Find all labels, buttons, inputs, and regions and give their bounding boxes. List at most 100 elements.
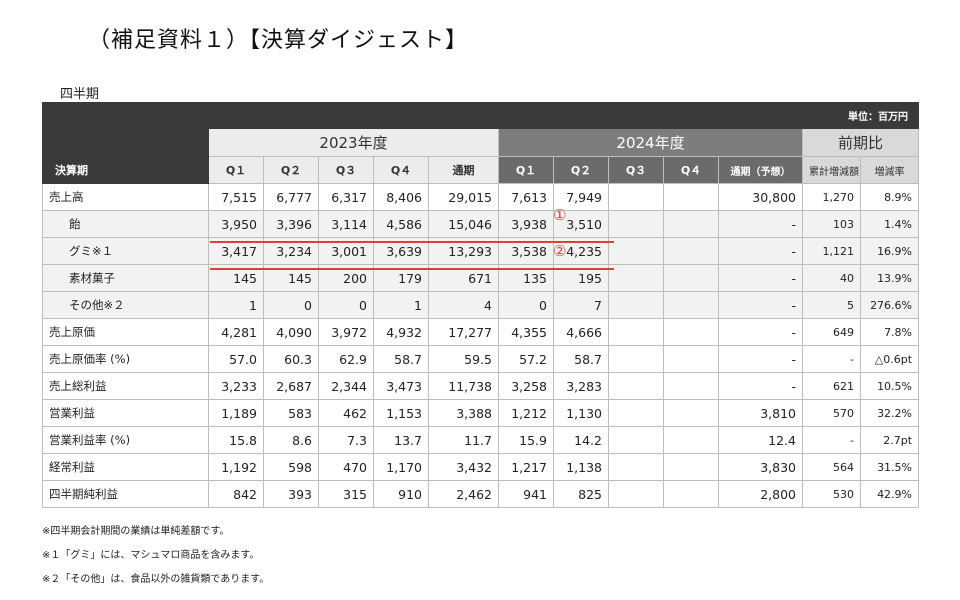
table-cell: 842 — [208, 480, 264, 508]
table-cell: 11,738 — [428, 372, 499, 400]
table-cell: 7 — [553, 291, 609, 319]
table-cell — [663, 399, 719, 427]
table-cell — [608, 345, 664, 373]
table-cell — [663, 453, 719, 481]
row-label: 営業利益率 (%) — [42, 426, 209, 454]
table-cell: 4,932 — [373, 318, 429, 346]
table-cell: 276.6% — [859, 291, 920, 319]
table-cell: 57.0 — [208, 345, 264, 373]
table-cell: 1,130 — [553, 399, 609, 427]
table-cell: 2,687 — [263, 372, 319, 400]
table-cell: 58.7 — [553, 345, 609, 373]
period-header: 決算期 — [42, 156, 209, 184]
table-cell: 15.8 — [208, 426, 264, 454]
table-cell: 7.8% — [859, 318, 920, 346]
table-cell — [663, 210, 719, 238]
table-cell — [608, 426, 664, 454]
table-cell: 58.7 — [373, 345, 429, 373]
table-cell: 60.3 — [263, 345, 319, 373]
table-row: 経常利益 1,192 598 470 1,170 3,432 1,217 1,138 3,830… — [42, 453, 920, 481]
table-cell: 470 — [318, 453, 374, 481]
row-label: 売上総利益 — [42, 372, 209, 400]
table-row: 四半期純利益 842 393 315 910 2,462 941 825 2,800 530 42.… — [42, 480, 920, 508]
table-cell — [663, 318, 719, 346]
table-cell: 29,015 — [428, 183, 499, 211]
table-cell: 393 — [263, 480, 319, 508]
table-cell: 59.5 — [428, 345, 499, 373]
table-row: 売上高 7,515 6,777 6,317 8,406 29,015 7,613 7,949 3… — [42, 183, 920, 211]
table-cell: 31.5% — [859, 453, 920, 481]
table-row: 営業利益率 (%) 15.8 8.6 7.3 13.7 11.7 15.9 14.2 12.4-… — [42, 426, 920, 454]
table-cell: 12.4 — [718, 426, 803, 454]
year-row: 2023年度 2024年度 前期比 — [42, 128, 920, 157]
table-cell: 1 — [373, 291, 429, 319]
table-cell — [608, 453, 664, 481]
annotation-mark-1: ① — [553, 206, 567, 224]
table-cell — [608, 480, 664, 508]
year-blank-cell — [42, 128, 209, 157]
table-cell: 62.9 — [318, 345, 374, 373]
table-cell: 910 — [373, 480, 429, 508]
table-cell: 3,233 — [208, 372, 264, 400]
table-row: 売上原価 4,281 4,090 3,972 4,932 17,277 4,355 4,666… — [42, 318, 920, 346]
table-cell: 530 — [802, 480, 861, 508]
column-header: 累計増減額 — [802, 156, 861, 184]
table-cell: 15.9 — [498, 426, 554, 454]
table-cell — [663, 183, 719, 211]
unit-label: 単位：百万円 — [41, 102, 920, 129]
table-cell — [608, 237, 664, 265]
table-cell: 2.7pt — [859, 426, 920, 454]
annotation-mark-2: ② — [553, 242, 567, 260]
results-table-wrapper: 単位：百万円 2023年度 2024年度 前期比 決算期 Q１ Q２ Q３ Q４ 通期 Q… — [41, 102, 920, 508]
table-cell: 825 — [553, 480, 609, 508]
column-header: 通期（予想） — [718, 156, 803, 184]
table-cell: - — [802, 426, 861, 454]
table-cell: 4,355 — [498, 318, 554, 346]
table-cell: 7,515 — [208, 183, 264, 211]
table-cell: 3,473 — [373, 372, 429, 400]
table-cell — [608, 399, 664, 427]
table-cell — [608, 291, 664, 319]
column-header: Q２ — [553, 156, 609, 184]
row-label: 素材菓子 — [42, 264, 209, 292]
year-2023-header: 2023年度 — [208, 128, 499, 157]
table-cell: 3,283 — [553, 372, 609, 400]
table-cell: 3,432 — [428, 453, 499, 481]
table-cell: 1,270 — [802, 183, 861, 211]
footnote: ※四半期会計期間の業績は単純差額です。 — [42, 526, 230, 537]
table-cell: 570 — [802, 399, 861, 427]
section-label: 四半期 — [60, 87, 100, 102]
table-cell: 6,317 — [318, 183, 374, 211]
table-cell: - — [718, 318, 803, 346]
table-cell: 57.2 — [498, 345, 554, 373]
table-cell: 145 — [263, 264, 319, 292]
table-cell: 583 — [263, 399, 319, 427]
table-cell: - — [718, 237, 803, 265]
table-body: 売上高 7,515 6,777 6,317 8,406 29,015 7,613 7,949 3… — [42, 183, 920, 508]
column-header: Q１ — [498, 156, 554, 184]
table-cell: 462 — [318, 399, 374, 427]
table-cell: - — [718, 210, 803, 238]
table-cell — [608, 372, 664, 400]
results-table: 単位：百万円 2023年度 2024年度 前期比 決算期 Q１ Q２ Q３ Q４ 通期 Q… — [41, 102, 920, 508]
column-header: Q３ — [608, 156, 664, 184]
table-cell: 2,800 — [718, 480, 803, 508]
table-cell — [663, 426, 719, 454]
table-cell: - — [802, 345, 861, 373]
table-cell: 8.6 — [263, 426, 319, 454]
table-cell: 649 — [802, 318, 861, 346]
table-cell: 4,281 — [208, 318, 264, 346]
column-header: Q３ — [318, 156, 374, 184]
column-header: Q２ — [263, 156, 319, 184]
row-label: 営業利益 — [42, 399, 209, 427]
table-cell: 1,121 — [802, 237, 861, 265]
table-cell — [608, 183, 664, 211]
row-label: 売上原価 — [42, 318, 209, 346]
row-label: 飴 — [42, 210, 209, 238]
table-cell: 0 — [498, 291, 554, 319]
table-row: 飴 3,950 3,396 3,114 4,586 15,046 3,938 3,510 -10… — [42, 210, 920, 238]
table-cell: 3,950 — [208, 210, 264, 238]
table-row: 売上総利益 3,233 2,687 2,344 3,473 11,738 3,258 3,28… — [42, 372, 920, 400]
table-cell: - — [718, 264, 803, 292]
table-cell: 3,938 — [498, 210, 554, 238]
